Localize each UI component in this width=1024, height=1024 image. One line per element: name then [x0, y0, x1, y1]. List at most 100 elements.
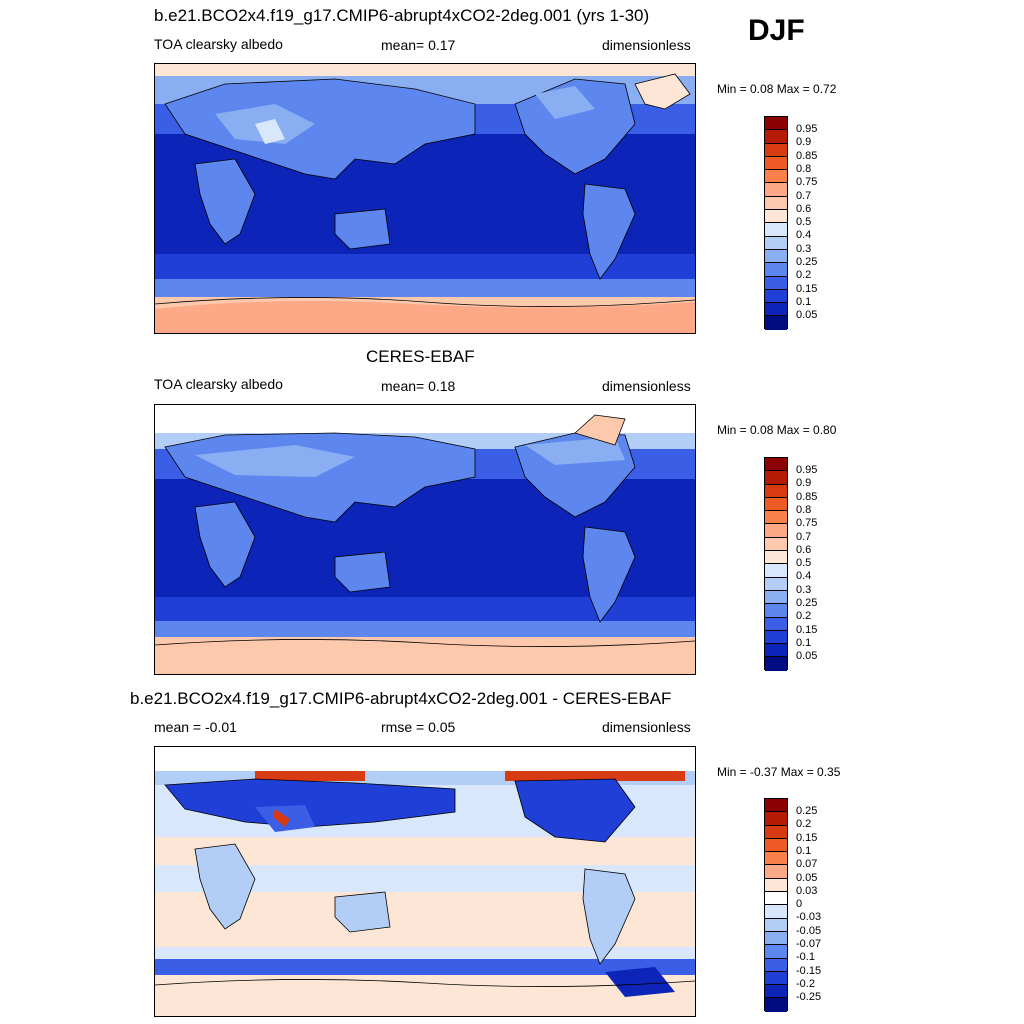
- colorbar-swatch: [765, 998, 787, 1012]
- panel-mean-label: mean= 0.17: [381, 37, 456, 53]
- colorbar-tick: 0.8: [796, 163, 812, 175]
- colorbar-tick: 0.2: [796, 818, 812, 830]
- colorbar-swatch: [765, 130, 787, 144]
- map-field: [155, 747, 695, 1016]
- colorbar-swatch: [765, 971, 787, 986]
- colorbar-swatch: [765, 878, 787, 893]
- colorbar-swatch: [765, 630, 787, 645]
- colorbar-swatch: [765, 812, 787, 826]
- colorbar-tick: 0.85: [796, 491, 818, 503]
- colorbar-swatch: [765, 236, 787, 250]
- colorbar-tick: -0.1: [796, 951, 815, 963]
- colorbar-swatch: [765, 852, 787, 866]
- panel-mean-label: mean = -0.01: [154, 719, 237, 735]
- colorbar-swatch: [765, 918, 787, 932]
- albedo-map-observations: [154, 404, 696, 675]
- colorbar-tick: 0.3: [796, 584, 812, 596]
- colorbar-tick: 0.4: [796, 570, 812, 582]
- colorbar-swatch: [765, 196, 787, 211]
- panel-rmse-label: rmse = 0.05: [381, 719, 456, 735]
- panel-variable-label: TOA clearsky albedo: [154, 36, 283, 52]
- map-field: [155, 405, 695, 674]
- panel-title: b.e21.BCO2x4.f19_g17.CMIP6-abrupt4xCO2-2…: [154, 6, 650, 25]
- colorbar-observations: [764, 457, 788, 671]
- colorbar-swatch: [765, 276, 787, 290]
- colorbar-tick: 0.9: [796, 136, 812, 148]
- colorbar-swatch: [765, 564, 787, 578]
- colorbar-swatch: [765, 931, 787, 946]
- colorbar-tick: 0.25: [796, 805, 818, 817]
- colorbar-swatch: [765, 524, 787, 538]
- colorbar-tick: 0.9: [796, 477, 812, 489]
- colorbar-tick: 0.3: [796, 243, 812, 255]
- season-label: DJF: [748, 14, 805, 47]
- colorbar-swatch: [765, 156, 787, 171]
- colorbar-swatch: [765, 303, 787, 317]
- colorbar-tick: 0.95: [796, 464, 818, 476]
- colorbar-tick: 0.03: [796, 885, 818, 897]
- colorbar-swatch: [765, 958, 787, 972]
- colorbar-tick: 0.25: [796, 256, 818, 268]
- colorbar-tick: 0.75: [796, 176, 818, 188]
- colorbar-swatch: [765, 249, 787, 264]
- colorbar-swatch: [765, 644, 787, 658]
- colorbar-tick: 0.15: [796, 283, 818, 295]
- colorbar-swatch: [765, 577, 787, 591]
- colorbar-tick: -0.05: [796, 925, 822, 937]
- colorbar-swatch: [765, 316, 787, 330]
- colorbar-tick: 0.25: [796, 597, 818, 609]
- colorbar-swatch: [765, 183, 787, 197]
- colorbar-swatch: [765, 604, 787, 618]
- colorbar-tick: 0.4: [796, 229, 812, 241]
- colorbar-tick: -0.15: [796, 965, 822, 977]
- colorbar-swatch: [765, 551, 787, 565]
- colorbar-difference: [764, 798, 788, 1012]
- colorbar-tick: 0.95: [796, 123, 818, 135]
- colorbar-swatch: [765, 838, 787, 853]
- colorbar-swatch: [765, 117, 787, 131]
- panel-minmax-label: Min = 0.08 Max = 0.80: [717, 423, 837, 437]
- colorbar-swatch: [765, 497, 787, 512]
- colorbar-swatch: [765, 617, 787, 631]
- colorbar-swatch: [765, 458, 787, 472]
- colorbar-swatch: [765, 143, 787, 157]
- panel-units-label: dimensionless: [602, 378, 691, 394]
- colorbar-swatch: [765, 945, 787, 959]
- colorbar-tick: 0.05: [796, 650, 818, 662]
- panel-units-label: dimensionless: [602, 719, 691, 735]
- panel-mean-label: mean= 0.18: [381, 378, 456, 394]
- colorbar-swatch: [765, 905, 787, 919]
- colorbar-swatch: [765, 471, 787, 485]
- colorbar-tick: 0.6: [796, 544, 812, 556]
- colorbar-tick: 0.5: [796, 216, 812, 228]
- colorbar-tick: 0.7: [796, 190, 812, 202]
- colorbar-swatch: [765, 590, 787, 605]
- panel-minmax-label: Min = 0.08 Max = 0.72: [717, 82, 837, 96]
- colorbar-swatch: [765, 289, 787, 304]
- panel-title: b.e21.BCO2x4.f19_g17.CMIP6-abrupt4xCO2-2…: [130, 689, 672, 708]
- colorbar-swatch: [765, 210, 787, 224]
- colorbar-tick: 0.75: [796, 517, 818, 529]
- colorbar-tick: 0.1: [796, 637, 812, 649]
- colorbar-tick: 0.15: [796, 624, 818, 636]
- colorbar-tick: 0.15: [796, 832, 818, 844]
- colorbar-swatch: [765, 865, 787, 879]
- colorbar-tick: -0.07: [796, 938, 822, 950]
- colorbar-swatch: [765, 657, 787, 671]
- colorbar-swatch: [765, 511, 787, 525]
- panel-title: CERES-EBAF: [366, 347, 475, 366]
- panel-units-label: dimensionless: [602, 37, 691, 53]
- colorbar-tick: -0.2: [796, 978, 815, 990]
- colorbar-swatch: [765, 825, 787, 839]
- colorbar-swatch: [765, 537, 787, 552]
- colorbar-tick: 0.8: [796, 504, 812, 516]
- panel-minmax-label: Min = -0.37 Max = 0.35: [717, 765, 841, 779]
- colorbar-tick: 0.6: [796, 203, 812, 215]
- colorbar-tick: 0.2: [796, 610, 812, 622]
- colorbar-tick: 0.07: [796, 858, 818, 870]
- colorbar-tick: 0.2: [796, 269, 812, 281]
- colorbar-swatch: [765, 484, 787, 498]
- colorbar-swatch: [765, 223, 787, 237]
- colorbar-tick: 0: [796, 898, 803, 910]
- colorbar-tick: 0.85: [796, 150, 818, 162]
